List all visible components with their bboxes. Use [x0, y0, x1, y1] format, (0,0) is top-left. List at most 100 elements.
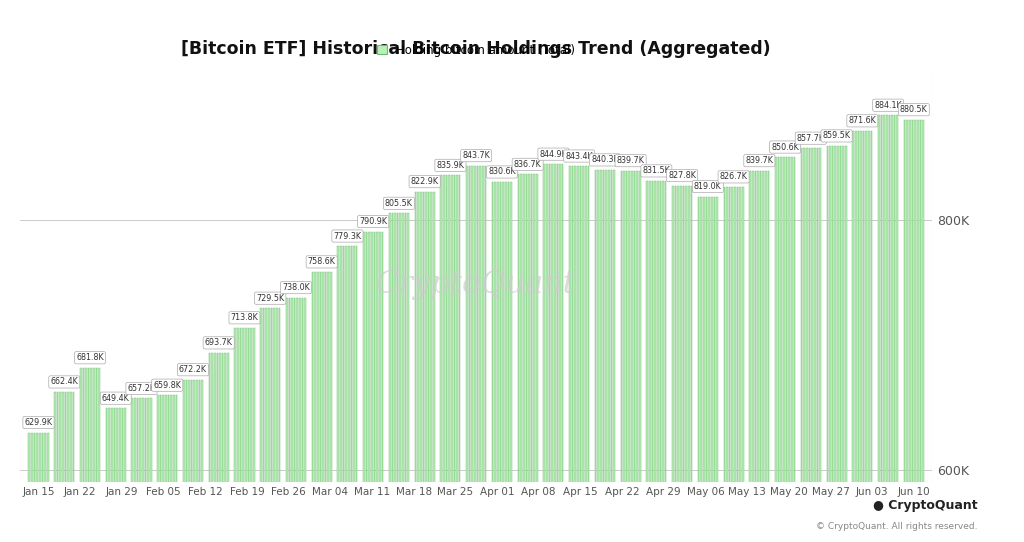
- Bar: [811, 148, 813, 542]
- Bar: [105, 408, 108, 542]
- Bar: [482, 166, 483, 542]
- Text: 779.3K: 779.3K: [334, 231, 361, 241]
- Bar: [109, 408, 110, 542]
- Bar: [711, 197, 713, 542]
- Bar: [588, 166, 589, 542]
- Bar: [144, 398, 146, 542]
- Bar: [583, 166, 584, 542]
- Bar: [577, 166, 579, 542]
- Text: 659.8K: 659.8K: [154, 380, 181, 390]
- Bar: [690, 185, 692, 542]
- Bar: [471, 166, 473, 542]
- Bar: [188, 380, 189, 542]
- Bar: [337, 246, 339, 542]
- Bar: [508, 182, 509, 542]
- Bar: [697, 197, 699, 542]
- Bar: [621, 171, 623, 542]
- Bar: [273, 308, 275, 542]
- Bar: [396, 214, 398, 542]
- Bar: [163, 395, 164, 542]
- Bar: [417, 192, 419, 542]
- Bar: [814, 148, 816, 542]
- Bar: [595, 170, 596, 542]
- Bar: [843, 146, 844, 542]
- Bar: [314, 272, 316, 542]
- Bar: [330, 272, 332, 542]
- Bar: [750, 171, 751, 542]
- Legend: Holding bitcoin amount (Total): Holding bitcoin amount (Total): [373, 39, 580, 62]
- Bar: [523, 175, 524, 542]
- Bar: [920, 120, 922, 542]
- Bar: [420, 192, 422, 542]
- Bar: [706, 197, 708, 542]
- Bar: [683, 185, 684, 542]
- Bar: [88, 368, 89, 542]
- Bar: [237, 328, 239, 542]
- Bar: [234, 328, 237, 542]
- Bar: [124, 408, 126, 542]
- Bar: [289, 298, 290, 542]
- Bar: [500, 182, 502, 542]
- Bar: [70, 392, 72, 542]
- Text: © CryptoQuant. All rights reserved.: © CryptoQuant. All rights reserved.: [816, 522, 978, 531]
- Bar: [240, 328, 242, 542]
- Text: 880.5K: 880.5K: [900, 105, 928, 114]
- Bar: [323, 272, 324, 542]
- Bar: [729, 187, 730, 542]
- Bar: [726, 187, 728, 542]
- Bar: [675, 185, 676, 542]
- Bar: [54, 392, 56, 542]
- Bar: [763, 171, 764, 542]
- Bar: [665, 181, 667, 542]
- Bar: [806, 148, 808, 542]
- Bar: [775, 157, 776, 542]
- Text: ● CryptoQuant: ● CryptoQuant: [873, 499, 978, 512]
- Bar: [646, 181, 648, 542]
- Bar: [739, 187, 741, 542]
- Bar: [492, 182, 494, 542]
- Bar: [353, 246, 355, 542]
- Bar: [904, 120, 905, 542]
- Bar: [85, 368, 87, 542]
- Bar: [80, 368, 82, 542]
- Bar: [131, 398, 133, 542]
- Bar: [279, 308, 281, 542]
- Bar: [415, 192, 417, 542]
- Bar: [503, 182, 504, 542]
- Bar: [672, 185, 674, 542]
- Bar: [685, 185, 687, 542]
- Bar: [600, 170, 602, 542]
- Bar: [829, 146, 830, 542]
- Bar: [474, 166, 476, 542]
- Bar: [96, 368, 97, 542]
- Bar: [311, 272, 313, 542]
- Bar: [777, 157, 779, 542]
- Text: 839.7K: 839.7K: [616, 156, 644, 165]
- Bar: [520, 175, 522, 542]
- Bar: [714, 197, 716, 542]
- Bar: [610, 170, 612, 542]
- Bar: [209, 353, 210, 542]
- Bar: [889, 115, 890, 542]
- Bar: [855, 131, 856, 542]
- Bar: [484, 166, 486, 542]
- Bar: [886, 115, 888, 542]
- Bar: [34, 433, 36, 542]
- Bar: [197, 380, 198, 542]
- Bar: [816, 148, 818, 542]
- Bar: [98, 368, 100, 542]
- Bar: [649, 181, 650, 542]
- Bar: [168, 395, 169, 542]
- Bar: [93, 368, 95, 542]
- Bar: [571, 166, 573, 542]
- Bar: [286, 298, 288, 542]
- Bar: [459, 176, 461, 542]
- Bar: [376, 231, 378, 542]
- Bar: [914, 120, 915, 542]
- Bar: [549, 164, 550, 542]
- Bar: [136, 398, 138, 542]
- Bar: [559, 164, 561, 542]
- Bar: [219, 353, 221, 542]
- Bar: [608, 170, 609, 542]
- Bar: [227, 353, 228, 542]
